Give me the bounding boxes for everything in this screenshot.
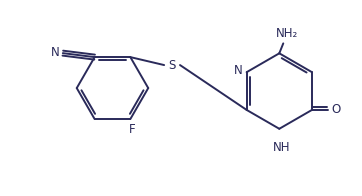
- Text: N: N: [51, 46, 59, 59]
- Text: S: S: [168, 59, 176, 72]
- Text: N: N: [234, 64, 243, 77]
- Text: NH₂: NH₂: [276, 27, 298, 40]
- Text: O: O: [331, 103, 340, 116]
- Text: F: F: [129, 123, 136, 136]
- Text: NH: NH: [273, 141, 290, 154]
